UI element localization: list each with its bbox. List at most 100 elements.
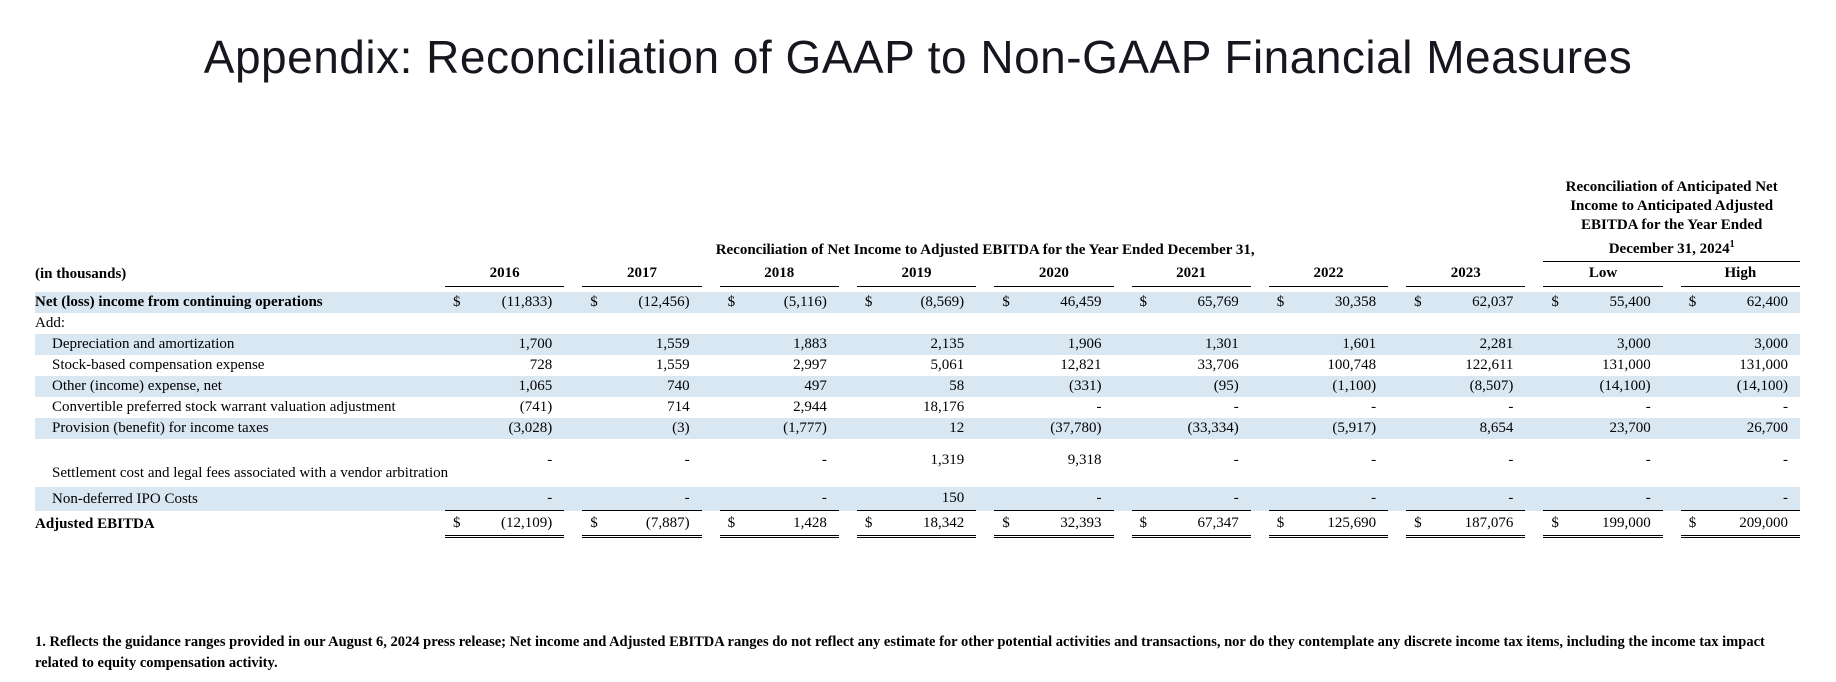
table-row: Settlement cost and legal fees associate… — [35, 439, 1800, 487]
value-cell: 2,997 — [720, 355, 839, 376]
amount: - — [1233, 452, 1239, 468]
amount: - — [547, 490, 553, 506]
dollar-sign: $ — [1276, 294, 1285, 310]
value-cell: 131,000 — [1543, 355, 1662, 376]
amount: 497 — [804, 378, 827, 394]
amount: - — [547, 452, 553, 468]
dollar-sign: $ — [1551, 514, 1559, 531]
dollar-sign: $ — [1414, 514, 1422, 531]
dollar-sign: $ — [1002, 514, 1010, 531]
amount: 131,000 — [1601, 357, 1651, 373]
value-cell: $32,393 — [994, 511, 1114, 538]
amount: 18,176 — [922, 399, 965, 415]
value-cell: - — [994, 397, 1113, 418]
value-cell: - — [445, 439, 564, 487]
dollar-sign: $ — [1688, 294, 1697, 310]
value-cell: $ (7,887) — [582, 511, 702, 538]
value-cell: (1,100) — [1269, 376, 1388, 397]
table-row: Net (loss) income from continuing operat… — [35, 292, 1800, 313]
table-row: Adjusted EBITDA $ (12,109) $ (7,887) $1,428 $1… — [35, 511, 1800, 538]
value-cell: (95) — [1132, 376, 1251, 397]
amount: 100,748 — [1327, 357, 1377, 373]
value-cell: - — [1406, 397, 1525, 418]
amount: 2,944 — [793, 399, 827, 415]
value-cell: 33,706 — [1132, 355, 1251, 376]
value-cell: - — [582, 487, 702, 511]
value-cell: 1,065 — [445, 376, 564, 397]
value-cell: - — [720, 439, 839, 487]
amount: - — [1645, 490, 1651, 506]
dollar-sign: $ — [1551, 294, 1559, 310]
amount: 199,000 — [1601, 514, 1651, 531]
amount: - — [1645, 452, 1651, 468]
amount: (8,569) — [920, 294, 965, 310]
value-cell: 150 — [856, 487, 977, 511]
amount: 1,700 — [518, 336, 553, 352]
amount: (741) — [519, 399, 553, 415]
amount: 23,700 — [1609, 420, 1651, 436]
value-cell: - — [1681, 397, 1800, 418]
dollar-sign: $ — [727, 514, 736, 531]
dollar-sign: $ — [1688, 514, 1697, 531]
value-cell: $62,400 — [1681, 292, 1800, 313]
table-row: Other (income) expense, net 1,065 740 497 58… — [35, 376, 1800, 397]
amount: (95) — [1213, 378, 1239, 394]
row-label: Stock-based compensation expense — [52, 357, 265, 373]
amount: (1,777) — [783, 420, 827, 436]
row-label: Net (loss) income from continuing operat… — [35, 294, 323, 310]
row-label: Add: — [35, 315, 65, 331]
amount: (14,100) — [1736, 378, 1788, 394]
value-cell: 12,821 — [994, 355, 1113, 376]
value-cell: $ (12,109) — [445, 511, 565, 538]
amount: 9,318 — [1067, 452, 1102, 468]
value-cell: 5,061 — [857, 355, 976, 376]
value-cell — [1543, 313, 1662, 334]
value-cell — [857, 313, 976, 334]
dollar-sign: $ — [453, 514, 461, 531]
amount: - — [1645, 399, 1651, 415]
amount: 1,319 — [930, 452, 965, 468]
value-cell: 1,906 — [994, 334, 1113, 355]
value-cell: 728 — [445, 355, 564, 376]
value-cell: $46,459 — [994, 292, 1113, 313]
amount: 740 — [667, 378, 690, 394]
value-cell: 131,000 — [1681, 355, 1800, 376]
amount: - — [1233, 399, 1239, 415]
value-cell: (3,028) — [445, 418, 564, 439]
amount: 3,000 — [1754, 336, 1788, 352]
column-header-row: (in thousands) 2016 2017 2018 2019 2020 2021 2… — [35, 265, 1800, 287]
amount: (5,917) — [1332, 420, 1377, 436]
amount: (7,887) — [645, 514, 690, 531]
table-row: Depreciation and amortization 1,700 1,559 1… — [35, 334, 1800, 355]
amount: - — [1096, 399, 1102, 415]
dollar-sign: $ — [1002, 294, 1010, 310]
value-cell: - — [1681, 439, 1800, 487]
group-header-anticipated-line: Reconciliation of Anticipated Net — [1565, 179, 1778, 195]
table-body: Net (loss) income from continuing operat… — [35, 292, 1800, 538]
amount: (14,100) — [1599, 378, 1651, 394]
amount: 150 — [941, 490, 965, 506]
value-cell: (14,100) — [1543, 376, 1662, 397]
amount: 2,997 — [793, 357, 827, 373]
amount: 46,459 — [1060, 294, 1102, 310]
value-cell: 8,654 — [1406, 418, 1525, 439]
dollar-sign: $ — [727, 294, 736, 310]
value-cell: - — [1132, 439, 1251, 487]
amount: - — [1783, 490, 1788, 506]
value-cell: (8,507) — [1406, 376, 1525, 397]
table-row: Stock-based compensation expense 728 1,559… — [35, 355, 1800, 376]
value-cell — [1132, 313, 1251, 334]
group-header-anticipated: Reconciliation of Anticipated Net Income … — [1543, 178, 1800, 262]
amount: (11,833) — [501, 294, 553, 310]
column-header-2017: 2017 — [582, 265, 702, 287]
value-cell: 1,883 — [720, 334, 839, 355]
amount: - — [684, 452, 690, 468]
row-label: Other (income) expense, net — [52, 378, 222, 394]
column-header-2023: 2023 — [1406, 265, 1526, 287]
value-cell: 1,559 — [582, 355, 701, 376]
row-label: Convertible preferred stock warrant valu… — [52, 399, 396, 415]
amount: 187,076 — [1464, 514, 1514, 531]
table-row: Add: — [35, 313, 1800, 334]
group-header-net-income: Reconciliation of Net Income to Adjusted… — [715, 242, 1255, 258]
